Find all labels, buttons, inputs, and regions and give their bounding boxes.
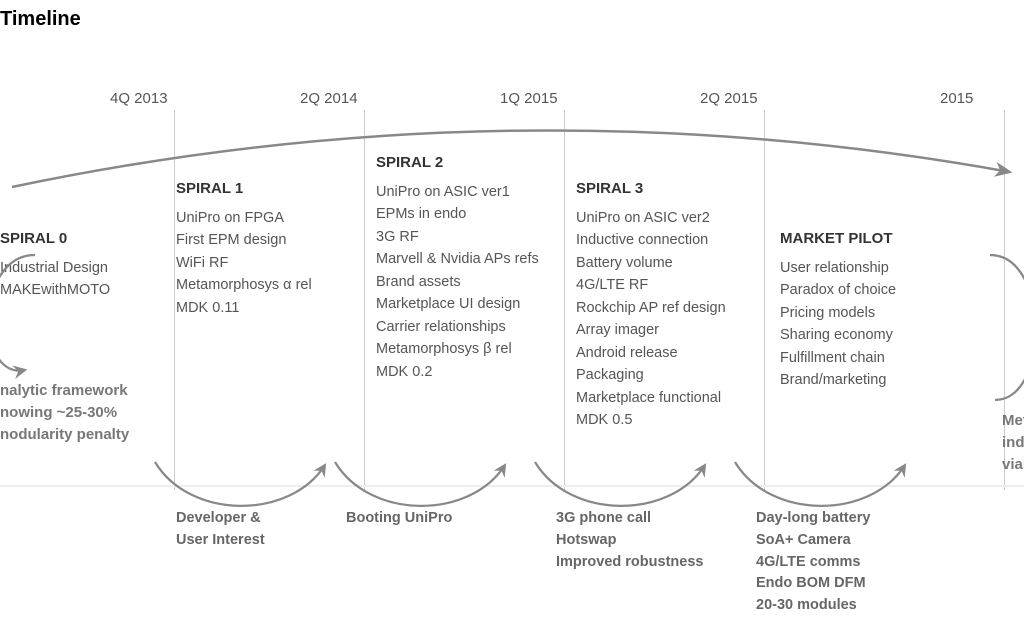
- column-item: MDK 0.2: [376, 361, 539, 383]
- column-heading: SPIRAL 2: [376, 154, 539, 171]
- date-label: 2Q 2014: [300, 90, 358, 107]
- milestone: Day-long batterySoA+ Camera4G/LTE commsE…: [756, 508, 870, 617]
- column-item: Carrier relationships: [376, 316, 539, 338]
- date-label: 2015: [940, 90, 973, 107]
- spiral-column: SPIRAL 1 UniPro on FPGAFirst EPM designWi…: [176, 180, 312, 319]
- column-item: Marketplace UI design: [376, 293, 539, 315]
- column-item: MDK 0.11: [176, 297, 312, 319]
- column-item: UniPro on ASIC ver1: [376, 181, 539, 203]
- milestone: Developer &User Interest: [176, 508, 265, 552]
- column-item: Array imager: [576, 319, 726, 341]
- timeline: 4Q 2013 2Q 2014 1Q 2015 2Q 2015 2015 SPIRAL 0…: [0, 90, 1024, 500]
- column-heading: SPIRAL 0: [0, 230, 110, 247]
- column-item: Marketplace functional: [576, 387, 726, 409]
- column-item: Packaging: [576, 364, 726, 386]
- column-item: Marvell & Nvidia APs refs: [376, 248, 539, 270]
- column-item: WiFi RF: [176, 252, 312, 274]
- column-item: User relationship: [780, 257, 896, 279]
- column-item: Metamorphosys β rel: [376, 338, 539, 360]
- column-item: Inductive connection: [576, 229, 726, 251]
- column-item: Brand/marketing: [780, 369, 896, 391]
- left-note: nalytic frameworknowing ~25-30%nodularit…: [0, 380, 129, 445]
- spiral-column: SPIRAL 2 UniPro on ASIC ver1EPMs in endo3…: [376, 154, 539, 383]
- column-item: Rockchip AP ref design: [576, 297, 726, 319]
- vertical-separator: [174, 110, 175, 490]
- column-item: Pricing models: [780, 302, 896, 324]
- date-label: 4Q 2013: [110, 90, 168, 107]
- baseline: [0, 485, 1024, 487]
- vertical-separator: [364, 110, 365, 490]
- column-item: UniPro on FPGA: [176, 207, 312, 229]
- vertical-separator: [764, 110, 765, 490]
- column-item: 4G/LTE RF: [576, 274, 726, 296]
- column-heading: MARKET PILOT: [780, 230, 896, 247]
- right-note: Metricindicaviabil: [1002, 410, 1024, 475]
- column-item: Android release: [576, 342, 726, 364]
- column-item: Sharing economy: [780, 324, 896, 346]
- column-item: Industrial Design: [0, 257, 110, 279]
- column-item: Brand assets: [376, 271, 539, 293]
- column-item: Paradox of choice: [780, 279, 896, 301]
- milestone: Booting UniPro: [346, 508, 452, 530]
- page-title: Timeline: [0, 8, 81, 31]
- column-item: MAKEwithMOTO: [0, 279, 110, 301]
- date-label: 2Q 2015: [700, 90, 758, 107]
- spiral-column: SPIRAL 3 UniPro on ASIC ver2Inductive con…: [576, 180, 726, 432]
- column-item: MDK 0.5: [576, 409, 726, 431]
- column-heading: SPIRAL 3: [576, 180, 726, 197]
- spiral-column: MARKET PILOT User relationshipParadox of …: [780, 230, 896, 392]
- column-item: EPMs in endo: [376, 203, 539, 225]
- spiral-column: SPIRAL 0 Industrial DesignMAKEwithMOTO: [0, 230, 110, 302]
- date-label: 1Q 2015: [500, 90, 558, 107]
- column-item: Metamorphosys α rel: [176, 274, 312, 296]
- column-item: Fulfillment chain: [780, 347, 896, 369]
- column-item: UniPro on ASIC ver2: [576, 207, 726, 229]
- column-heading: SPIRAL 1: [176, 180, 312, 197]
- milestone: 3G phone callHotswapImproved robustness: [556, 508, 703, 573]
- column-item: 3G RF: [376, 226, 539, 248]
- vertical-separator: [564, 110, 565, 490]
- column-item: Battery volume: [576, 252, 726, 274]
- column-item: First EPM design: [176, 229, 312, 251]
